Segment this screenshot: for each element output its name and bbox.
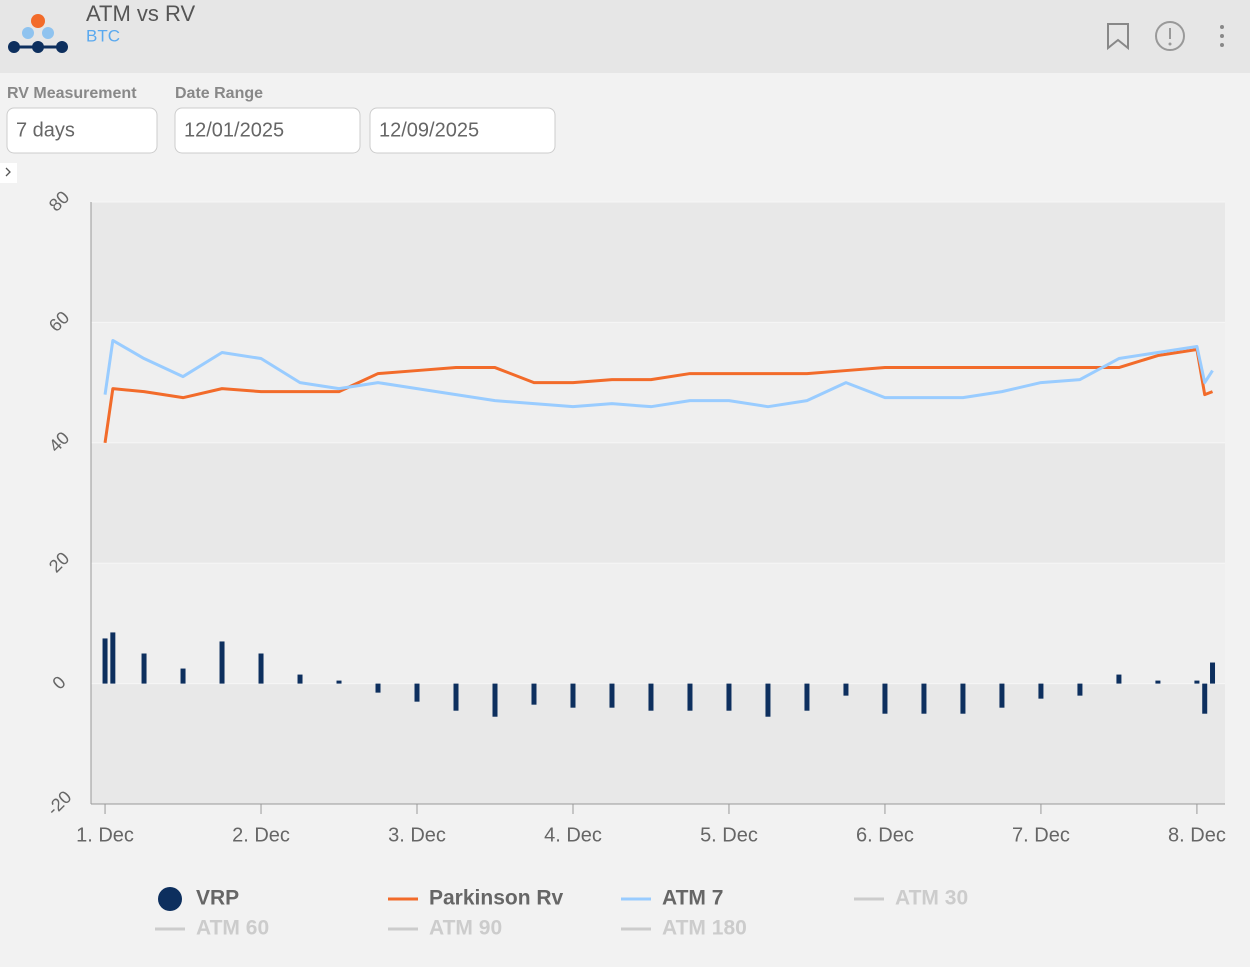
legend-label: VRP <box>196 887 239 910</box>
page-title: ATM vs RV <box>86 1 196 26</box>
date-from-input[interactable] <box>174 107 361 154</box>
x-tick-label: 2. Dec <box>232 824 290 846</box>
x-tick-label: 4. Dec <box>544 824 602 846</box>
series-line <box>103 338 1214 409</box>
x-tick-label: 5. Dec <box>700 824 758 846</box>
vrp-bar <box>297 674 303 684</box>
date-label: Date Range <box>175 85 263 102</box>
vrp-bar <box>1210 662 1216 684</box>
vrp-bar <box>1155 680 1161 684</box>
vrp-bar <box>141 653 147 684</box>
legend-label: Parkinson Rv <box>429 887 564 910</box>
legend-label: ATM 180 <box>662 917 747 940</box>
vrp-bar <box>843 683 849 696</box>
page-subtitle: BTC <box>86 26 120 45</box>
date-to-input[interactable] <box>369 107 556 154</box>
x-tick-label: 3. Dec <box>388 824 446 846</box>
vrp-bar <box>492 683 498 717</box>
legend-symbol <box>158 887 182 911</box>
vrp-bar <box>882 683 888 714</box>
plot-band <box>91 683 1225 804</box>
logo <box>8 14 68 53</box>
rv-value: 7 days <box>16 119 75 141</box>
y-tick-label: 20 <box>45 548 73 576</box>
legend-label: ATM 30 <box>895 887 968 910</box>
y-tick-label: 0 <box>49 672 70 693</box>
vrp-bar <box>1202 683 1208 714</box>
vrp-bar <box>375 683 381 693</box>
vrp-bar <box>1116 674 1122 684</box>
series-line <box>103 347 1214 444</box>
legend-label: ATM 60 <box>196 917 269 940</box>
rv-input[interactable] <box>6 107 158 154</box>
vrp-bar <box>570 683 576 708</box>
vrp-bar <box>258 653 264 684</box>
vrp-bar <box>180 668 186 684</box>
x-tick-label: 6. Dec <box>856 824 914 846</box>
vrp-bar <box>110 632 116 684</box>
menu-button[interactable] <box>1220 25 1224 47</box>
y-tick-label: 80 <box>45 187 73 215</box>
vrp-bar <box>648 683 654 711</box>
vrp-bar <box>726 683 732 711</box>
date-from: 12/01/2025 <box>184 119 284 141</box>
vrp-bar <box>1038 683 1044 699</box>
vrp-bar <box>765 683 771 717</box>
info-button[interactable] <box>1155 21 1185 51</box>
x-tick-label: 1. Dec <box>76 824 134 846</box>
vrp-bar <box>531 683 537 705</box>
vrp-bar <box>609 683 615 708</box>
vrp-bar <box>336 680 342 684</box>
x-tick-label: 8. Dec <box>1168 824 1226 846</box>
rv-label: RV Measurement <box>7 85 137 102</box>
vrp-bar <box>1194 680 1200 684</box>
vrp-bar <box>921 683 927 714</box>
vrp-bar <box>453 683 459 711</box>
y-tick-label: 40 <box>45 428 73 456</box>
date-to: 12/09/2025 <box>379 119 479 141</box>
y-tick-label: -20 <box>43 787 76 820</box>
vrp-bar <box>102 638 108 684</box>
bookmark-button[interactable] <box>1107 23 1129 51</box>
vrp-bar <box>414 683 420 702</box>
header-bar <box>0 0 1250 73</box>
legend-label: ATM 7 <box>662 887 723 910</box>
vrp-bar <box>960 683 966 714</box>
vrp-bar <box>687 683 693 711</box>
plot-band <box>91 563 1225 684</box>
vrp-bar <box>804 683 810 711</box>
x-tick-label: 7. Dec <box>1012 824 1070 846</box>
y-tick-label: 60 <box>45 307 73 335</box>
expand-toggle[interactable] <box>0 163 17 183</box>
vrp-bar <box>219 641 225 684</box>
plot-band <box>91 202 1225 323</box>
vrp-bar <box>999 683 1005 708</box>
plot-band <box>91 442 1225 564</box>
legend-label: ATM 90 <box>429 917 502 940</box>
vrp-bar <box>1077 683 1083 696</box>
